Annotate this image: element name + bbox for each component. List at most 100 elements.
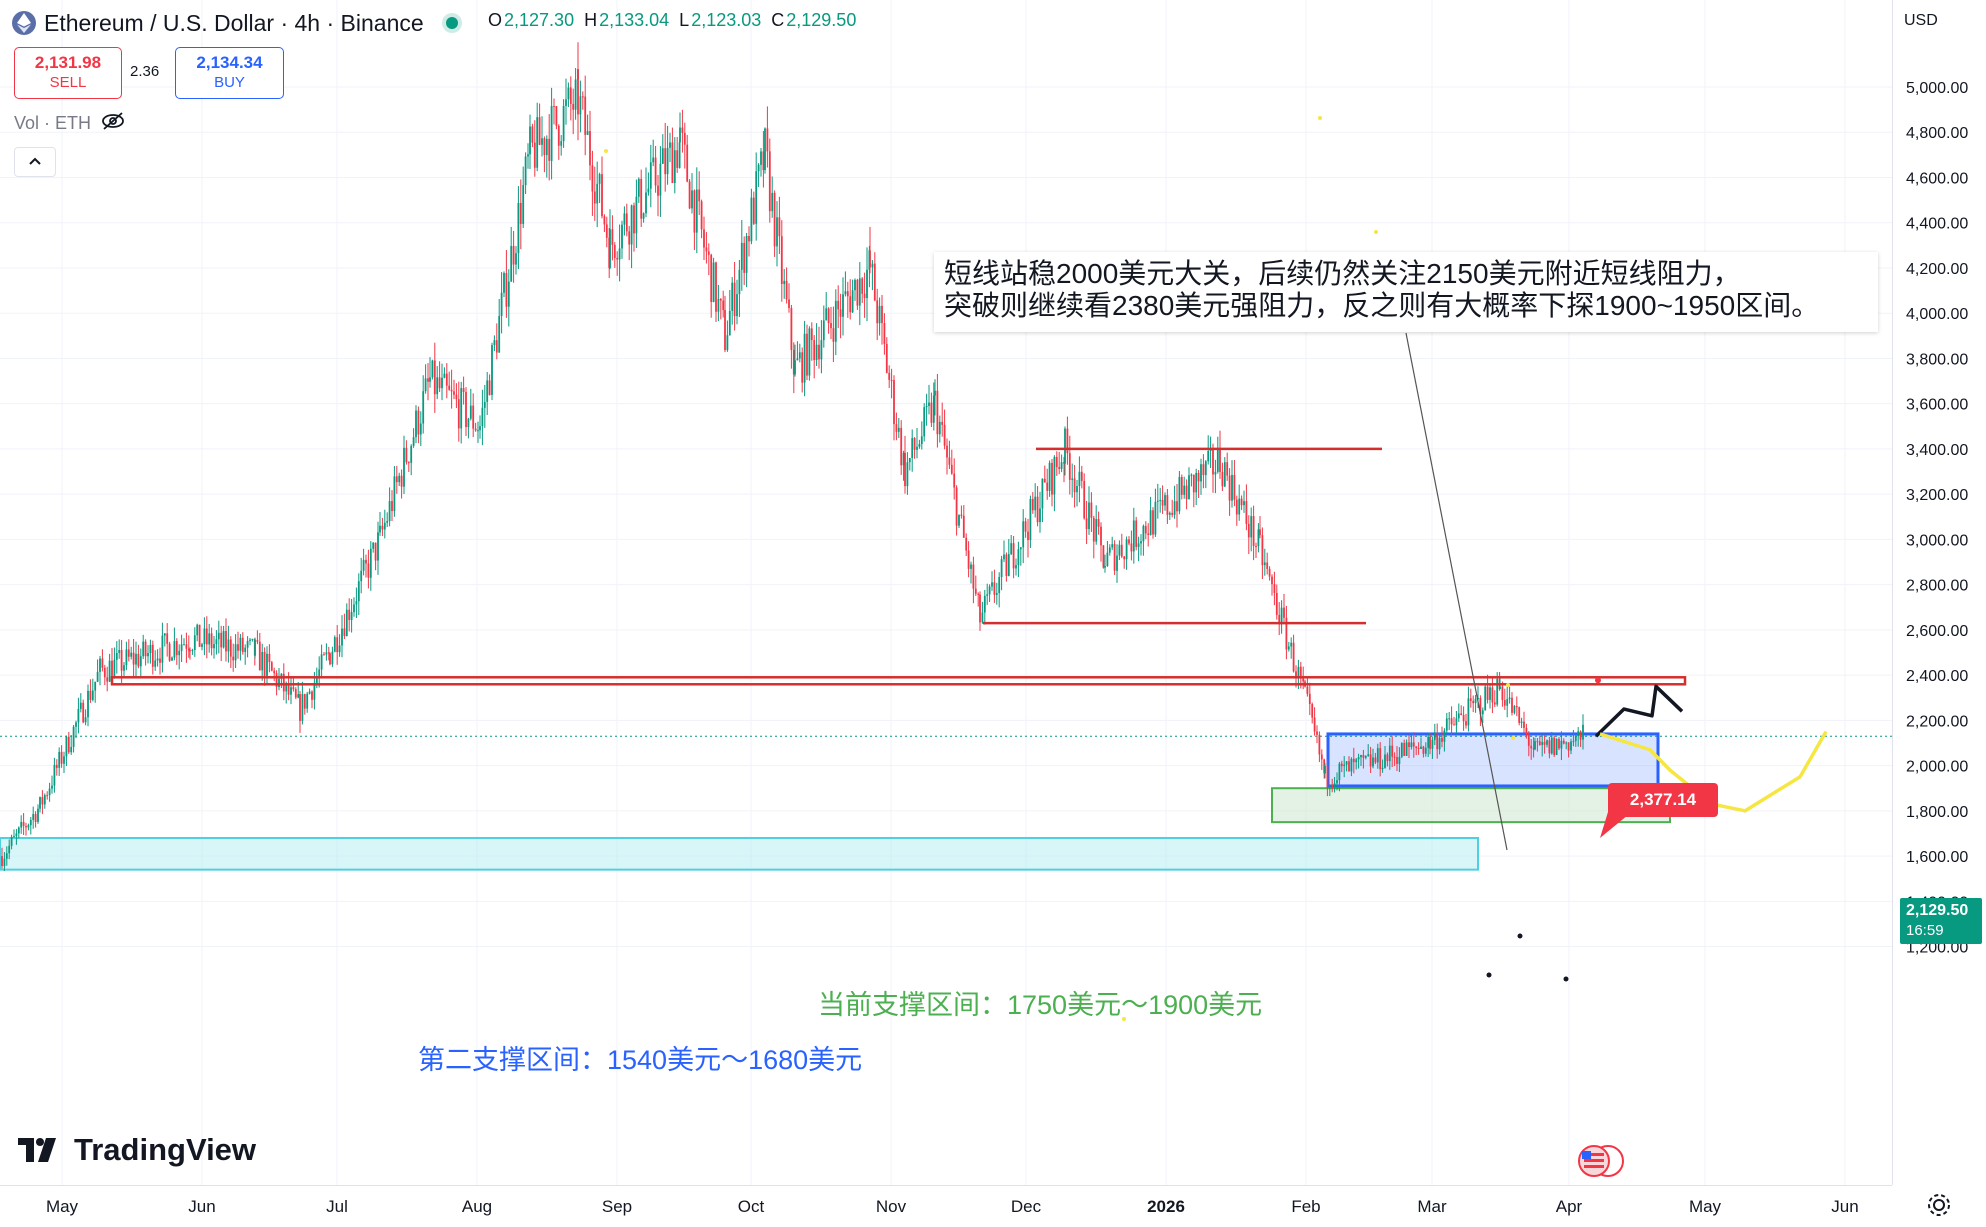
candle-body	[431, 360, 434, 378]
candle-body	[20, 821, 23, 828]
candle-body	[1029, 498, 1032, 541]
candle-body	[84, 717, 87, 723]
candle-body	[1149, 510, 1152, 535]
candle-body	[524, 156, 527, 186]
candle-body	[1104, 565, 1106, 568]
candle-body	[671, 142, 674, 183]
eye-slash-icon[interactable]	[101, 111, 125, 136]
candle-body	[391, 501, 393, 512]
candle-body	[79, 702, 82, 709]
candle-body	[32, 813, 35, 820]
candle-body	[17, 827, 20, 834]
candle-body	[555, 106, 558, 126]
current-support-label[interactable]: 当前支撑区间：1750美元～1900美元	[818, 990, 1263, 1020]
candle-body	[930, 402, 933, 423]
candle-body	[642, 213, 645, 219]
second-support-label[interactable]: 第二支撑区间：1540美元～1680美元	[418, 1045, 863, 1075]
candle-body	[613, 244, 616, 259]
candle-body	[367, 563, 370, 578]
candle-body	[232, 656, 235, 661]
price-tick-label: 2,600.00	[1906, 623, 1968, 640]
candle-body	[962, 515, 965, 538]
candle-body	[1558, 738, 1560, 749]
candle-body	[967, 550, 970, 569]
candle-body	[1295, 671, 1297, 677]
candle-body	[355, 601, 358, 605]
us-flag-icon[interactable]	[1574, 1144, 1626, 1183]
candle-body	[433, 360, 436, 395]
high-value: 2,133.04	[599, 10, 670, 30]
candle-body	[180, 644, 183, 651]
candle-body	[1553, 737, 1556, 755]
candle-body	[493, 340, 496, 346]
candle-body	[353, 604, 355, 613]
candle-body	[902, 452, 905, 466]
candle-body	[405, 447, 408, 463]
candle-body	[1520, 721, 1523, 723]
candle-body	[1164, 495, 1166, 506]
candle-body	[1178, 477, 1181, 512]
candle-body	[1252, 516, 1255, 547]
candle-body	[1308, 693, 1311, 705]
candle-body	[422, 391, 425, 424]
candle-body	[1518, 707, 1521, 723]
market-open-dot	[445, 17, 458, 29]
candle-body	[1320, 754, 1323, 760]
candle-body	[764, 128, 766, 171]
candle-body	[844, 291, 847, 295]
marker-dot	[1486, 972, 1492, 978]
candle-body	[1290, 642, 1293, 647]
candle-body	[1453, 724, 1455, 726]
symbol-header[interactable]: Ethereum / U.S. Dollar · 4h · Binance	[12, 8, 458, 38]
candle-body	[780, 236, 783, 284]
candle-body	[1582, 724, 1584, 740]
candle-body	[806, 333, 808, 376]
candle-body	[345, 609, 348, 636]
candle-body	[1144, 525, 1147, 534]
candle-body	[1161, 499, 1164, 506]
analysis-note[interactable]: 短线站稳2000美元大关，后续仍然关注2150美元附近短线阻力， 突破则继续看2…	[934, 252, 1878, 332]
currency-selector[interactable]: USD	[1904, 12, 1938, 29]
candle-body	[147, 653, 149, 657]
candle-body	[846, 291, 849, 297]
candle-body	[1128, 539, 1130, 544]
collapse-legend-button[interactable]	[14, 147, 56, 177]
candle-body	[1350, 758, 1353, 772]
candle-body	[934, 390, 936, 396]
time-tick-label: Feb	[1291, 1197, 1320, 1216]
gear-icon[interactable]	[1926, 1192, 1952, 1223]
note-leader-line	[1405, 332, 1508, 851]
candle-body	[94, 681, 97, 691]
candle-body	[635, 196, 638, 234]
candle-body	[688, 181, 691, 209]
price-tick-label: 1,600.00	[1906, 849, 1968, 866]
low-value: 2,123.03	[691, 10, 762, 30]
buy-button[interactable]: 2,134.34 BUY	[175, 47, 284, 99]
candle-body	[1433, 733, 1436, 740]
candle-body	[215, 639, 218, 645]
volume-indicator[interactable]: Vol · ETH	[14, 111, 125, 136]
price-tick-label: 3,800.00	[1906, 351, 1968, 368]
candle-body	[299, 694, 301, 721]
candle-body	[1022, 521, 1025, 548]
candle-body	[738, 269, 741, 295]
candle-body	[813, 340, 816, 361]
candle-body	[1255, 546, 1257, 548]
candle-body	[908, 457, 911, 463]
sell-button[interactable]: 2,131.98 SELL	[14, 47, 122, 99]
price-callout[interactable]: 2,377.14	[1608, 783, 1718, 817]
tradingview-logo[interactable]: TradingView	[18, 1132, 256, 1168]
candle-body	[254, 640, 256, 656]
candle-body	[1078, 471, 1081, 487]
candle-body	[201, 644, 203, 647]
candle-body	[208, 633, 211, 645]
candle-body	[10, 836, 13, 846]
candle-body	[733, 282, 736, 317]
candle-body	[278, 678, 280, 688]
candle-body	[120, 649, 123, 671]
candle-body	[1041, 478, 1044, 509]
candle-body	[1398, 756, 1401, 764]
candle-body	[1376, 748, 1379, 763]
